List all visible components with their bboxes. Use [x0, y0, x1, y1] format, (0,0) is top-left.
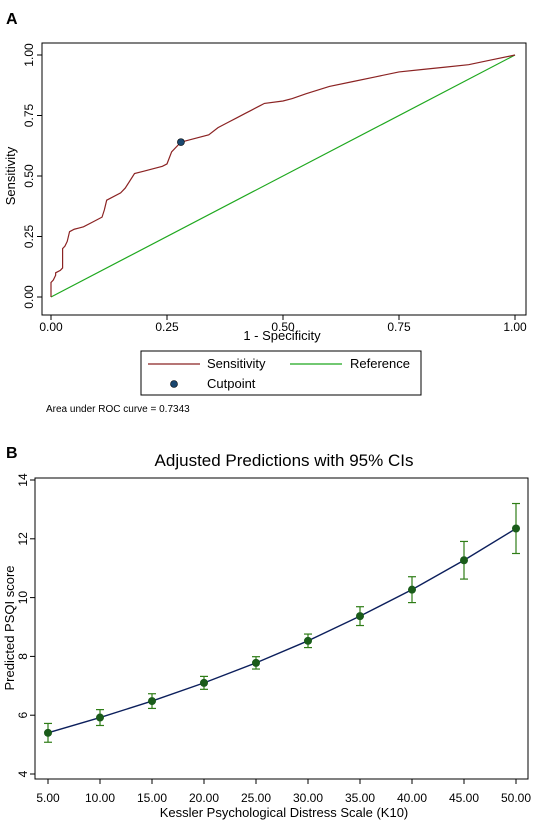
- roc-y-tick-label: 0.50: [22, 164, 36, 188]
- predictions-x-tick-label: 50.00: [501, 791, 531, 805]
- auc-note: Area under ROC curve = 0.7343: [46, 404, 190, 415]
- roc-x-tick-label: 0.00: [39, 320, 63, 334]
- predictions-x-axis-label: Kessler Psychological Distress Scale (K1…: [160, 805, 409, 820]
- predictions-x-tick-label: 40.00: [397, 791, 427, 805]
- roc-y-axis-label: Sensitivity: [3, 146, 18, 205]
- roc-y-tick-label: 0.75: [22, 103, 36, 127]
- cutpoint-marker: [177, 138, 185, 146]
- predictions-plot-frame: [34, 477, 529, 780]
- predictions-y-axis: 4 6 8 10 12 14: [16, 473, 35, 777]
- prediction-point: [96, 713, 104, 722]
- predictions-y-tick-label: 12: [16, 532, 30, 546]
- roc-x-axis: 0.00 0.25 0.50 0.75 1.00: [39, 315, 527, 334]
- prediction-point: [304, 636, 312, 645]
- legend-cutpoint-label: Cutpoint: [207, 376, 256, 391]
- predictions-y-tick-label: 4: [16, 770, 30, 777]
- prediction-point: [356, 612, 364, 621]
- roc-y-axis: 0.00 0.25 0.50 0.75 1.00: [22, 43, 42, 309]
- predictions-x-tick-label: 30.00: [293, 791, 323, 805]
- roc-legend: Sensitivity Reference Cutpoint: [140, 350, 422, 396]
- predictions-x-tick-label: 35.00: [345, 791, 375, 805]
- roc-y-tick-label: 0.25: [22, 224, 36, 248]
- predictions-points: [44, 524, 520, 737]
- prediction-point: [44, 728, 52, 737]
- legend-box: [140, 350, 422, 396]
- prediction-point: [512, 524, 520, 533]
- roc-x-tick-label: 0.75: [387, 320, 411, 334]
- roc-y-tick-label: 0.00: [22, 285, 36, 309]
- panel-a-letter: A: [6, 11, 18, 28]
- predictions-line: [47, 527, 517, 734]
- roc-x-tick-label: 1.00: [503, 320, 527, 334]
- prediction-point: [252, 658, 260, 667]
- roc-y-tick-label: 1.00: [22, 43, 36, 67]
- predictions-y-axis-label: Predicted PSQI score: [2, 566, 17, 691]
- predictions-y-tick-label: 6: [16, 712, 30, 719]
- roc-curve: [50, 54, 516, 297]
- roc-x-tick-label: 0.25: [155, 320, 179, 334]
- legend-reference-label: Reference: [350, 356, 410, 371]
- predictions-y-tick-label: 8: [16, 653, 30, 660]
- roc-x-tick-label: 0.50: [271, 320, 295, 334]
- predictions-chart-title: Adjusted Predictions with 95% CIs: [155, 451, 414, 470]
- predictions-x-tick-label: 15.00: [137, 791, 167, 805]
- predictions-x-tick-label: 20.00: [189, 791, 219, 805]
- predictions-x-tick-label: 45.00: [449, 791, 479, 805]
- legend-sensitivity-label: Sensitivity: [207, 356, 266, 371]
- prediction-point: [460, 556, 468, 565]
- panel-b-letter: B: [6, 445, 18, 462]
- predictions-x-tick-label: 25.00: [241, 791, 271, 805]
- roc-plot-frame: [41, 42, 527, 316]
- predictions-x-tick-label: 10.00: [85, 791, 115, 805]
- legend-cutpoint-swatch: [170, 380, 178, 388]
- prediction-point: [148, 697, 156, 706]
- predictions-y-tick-label: 10: [16, 591, 30, 605]
- predictions-y-tick-label: 14: [16, 473, 30, 487]
- predictions-x-axis: 5.00 10.00 15.00 20.00 25.00 30.00 35.00 40.00 4…: [36, 779, 531, 805]
- predictions-x-tick-label: 5.00: [36, 791, 60, 805]
- reference-line: [50, 54, 516, 298]
- roc-x-axis-label: 1 - Specificity: [243, 328, 321, 343]
- prediction-point: [408, 585, 416, 594]
- prediction-point: [200, 678, 208, 687]
